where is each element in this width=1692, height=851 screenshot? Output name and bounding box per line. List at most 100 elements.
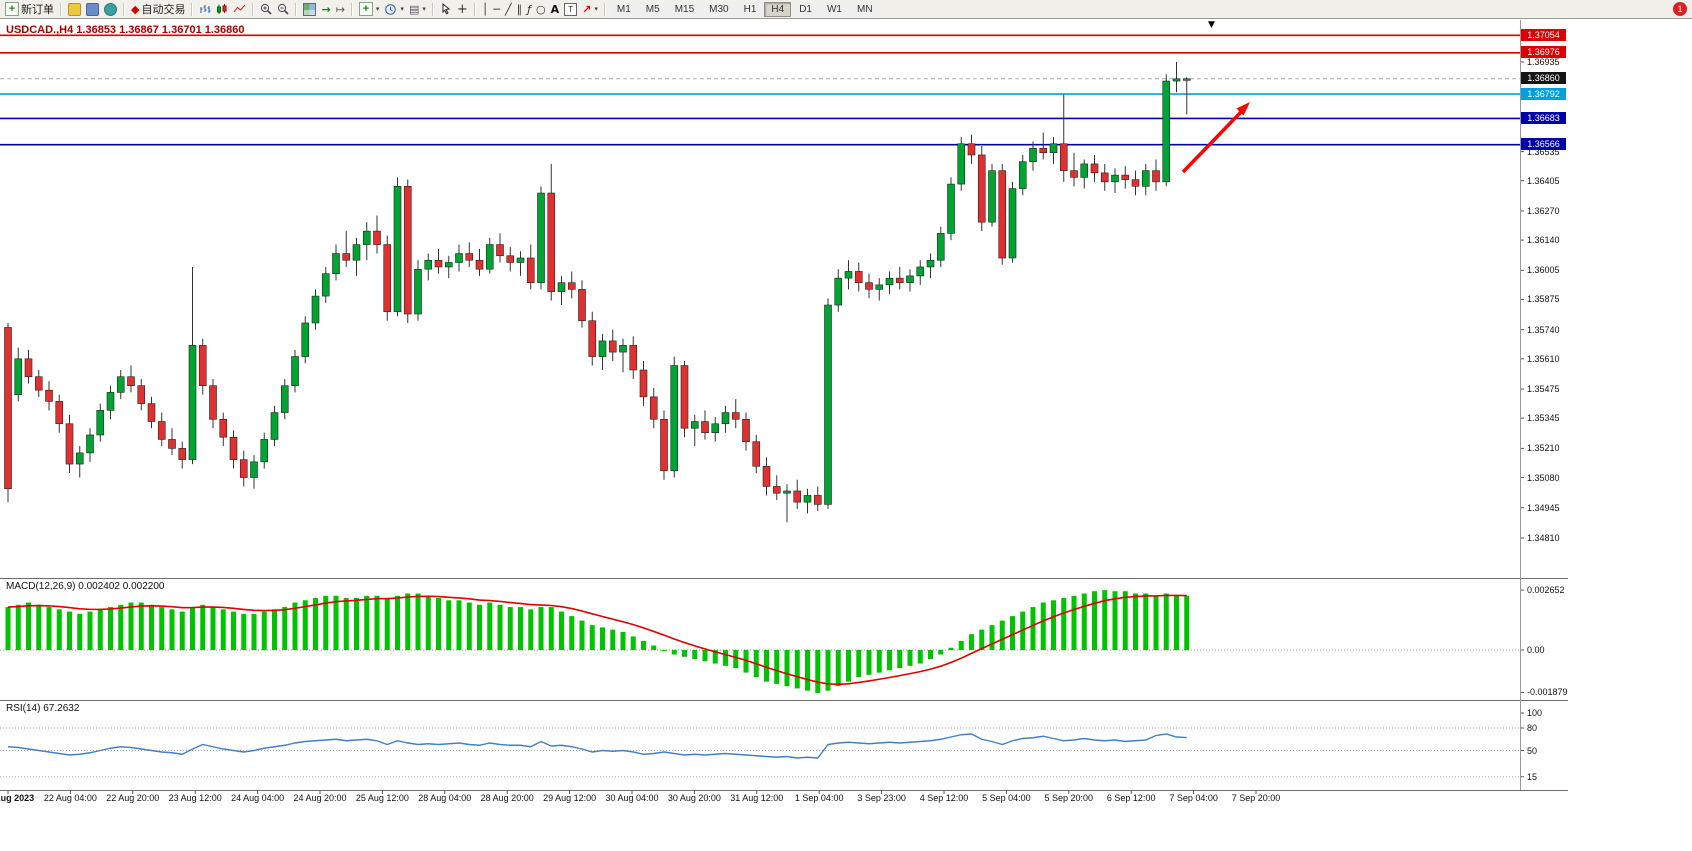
new-order-label: 新订单: [21, 4, 54, 16]
text-label-icon: T: [564, 2, 578, 16]
macd-label: MACD(12,26,9) 0.002402 0.002200: [6, 581, 164, 592]
timeframe-button-W1[interactable]: W1: [819, 1, 849, 17]
price-level-tag: 1.36976: [1521, 46, 1566, 59]
rsi-name: RSI(14): [6, 703, 41, 714]
chart-shift-button[interactable]: ↦: [334, 1, 347, 17]
new-order-button[interactable]: + 新订单: [3, 1, 56, 17]
chevron-down-icon: ▾: [400, 5, 404, 13]
timeframe-toolbar: M1 M5 M15 M30 H1 H4 D1 W1 MN: [609, 1, 880, 17]
price-tick-label: 1.34810: [1527, 533, 1560, 543]
shapes-icon: ○: [536, 2, 546, 16]
autotrading-button[interactable]: ◆ 自动交易: [129, 1, 187, 17]
vertical-line-icon: │: [481, 2, 489, 16]
metaeditor-button[interactable]: [66, 1, 83, 17]
time-axis-label: 5 Sep 20:00: [1044, 793, 1094, 803]
timeframe-button-M15[interactable]: M15: [667, 1, 702, 17]
toolbar: + 新订单 ◆ 自动交易 → ↦ + ▾ ▾ ▤ ▾ +: [0, 0, 1692, 19]
symbol-ohlc-header: USDCAD.,H4 1.36853 1.36867 1.36701 1.368…: [6, 24, 245, 36]
terminal-button[interactable]: [102, 1, 119, 17]
channel-button[interactable]: ∥: [515, 1, 525, 17]
new-chart-icon: +: [358, 2, 373, 16]
timeframe-button-H1[interactable]: H1: [736, 1, 764, 17]
price-tick-label: 1.35080: [1527, 472, 1560, 483]
chart-shift-icon: ↦: [335, 2, 345, 16]
macd-value-main: 0.002402: [78, 581, 120, 592]
periodicity-button[interactable]: ▾: [382, 1, 406, 17]
candlestick-chart-icon: [217, 4, 227, 14]
channel-icon: ∥: [516, 2, 523, 16]
rsi-value: 67.2632: [43, 703, 80, 714]
time-axis-label: 24 Aug 04:00: [231, 793, 285, 803]
price-level-tag: 1.36566: [1521, 138, 1566, 151]
tile-windows-button[interactable]: [301, 1, 318, 17]
timeframe-button-H4[interactable]: H4: [764, 1, 792, 17]
macd-panel[interactable]: [0, 580, 1520, 700]
line-chart-button[interactable]: [231, 1, 248, 17]
panel-separator[interactable]: [0, 578, 1568, 582]
price-axis[interactable]: [1520, 20, 1568, 790]
timeframe-button-MN[interactable]: MN: [849, 1, 880, 17]
toolbar-separator: [473, 2, 476, 16]
price-level-tag: 1.36792: [1521, 87, 1566, 100]
bar-chart-button[interactable]: [197, 1, 213, 17]
time-axis-label: 1 Sep 04:00: [794, 793, 844, 803]
timeframe-button-D1[interactable]: D1: [792, 1, 819, 17]
panel-separator[interactable]: [0, 790, 1568, 794]
toolbar-separator: [60, 2, 62, 16]
time-axis-label: 7 Sep 20:00: [1231, 793, 1281, 803]
time-axis-label: 5 Sep 04:00: [982, 793, 1031, 803]
horizontal-line-button[interactable]: ─: [491, 1, 502, 17]
shapes-button[interactable]: ○: [534, 1, 548, 17]
notification-badge[interactable]: 1: [1673, 2, 1687, 16]
timeframe-button-M30[interactable]: M30: [702, 1, 736, 17]
time-axis-label: 25 Aug 12:00: [355, 793, 409, 803]
price-level-tag: 1.36683: [1521, 111, 1566, 124]
text-label-button[interactable]: T: [562, 1, 579, 17]
price-tick-label: 1.36535: [1527, 146, 1560, 157]
time-axis-label: 21 Aug 2023: [0, 793, 35, 803]
tile-windows-icon: [303, 2, 317, 16]
auto-scroll-button[interactable]: →: [319, 1, 332, 17]
toolbar-separator: [431, 2, 434, 16]
bid-price-tag: 1.36860: [1521, 72, 1566, 85]
price-tick-label: 1.36005: [1527, 265, 1560, 276]
crosshair-button[interactable]: +: [455, 1, 470, 17]
toolbar-separator: [350, 2, 353, 16]
template-icon: ▤: [408, 2, 420, 16]
fibonacci-button[interactable]: ƒ: [525, 1, 533, 17]
trendline-button[interactable]: ╱: [503, 1, 514, 17]
chart-area[interactable]: [0, 20, 1520, 578]
rsi-axis-label: 50: [1527, 745, 1538, 756]
rsi-axis-label: 100: [1527, 708, 1543, 718]
rsi-panel[interactable]: [0, 702, 1520, 790]
timeframe-button-M1[interactable]: M1: [609, 1, 638, 17]
price-tick-label: 1.35875: [1527, 294, 1560, 305]
price-tick-label: 1.35210: [1527, 443, 1560, 454]
text-button[interactable]: A: [549, 1, 562, 17]
arrows-button[interactable]: ↗ ▾: [580, 1, 600, 17]
template-button[interactable]: ▤ ▾: [407, 1, 428, 17]
cursor-icon: [442, 3, 451, 15]
rsi-label: RSI(14) 67.2632: [6, 703, 79, 714]
autotrading-icon: ◆: [131, 2, 140, 16]
price-tick-label: 1.35345: [1527, 413, 1560, 424]
timeframe-button-M5[interactable]: M5: [638, 1, 667, 17]
time-axis-label: 31 Aug 12:00: [730, 793, 784, 803]
clock-icon: [385, 3, 397, 15]
price-tick-label: 1.36935: [1527, 57, 1560, 67]
toolbar-separator: [603, 2, 606, 16]
rsi-axis-label: 80: [1527, 723, 1538, 733]
panel-separator[interactable]: [0, 700, 1568, 704]
cursor-button[interactable]: [438, 1, 454, 17]
price-tick-label: 1.34945: [1527, 502, 1560, 513]
new-chart-button[interactable]: + ▾: [357, 1, 382, 17]
zoom-in-button[interactable]: [258, 1, 274, 17]
candlestick-chart-button[interactable]: [214, 1, 230, 17]
navigator-button[interactable]: [84, 1, 101, 17]
macd-axis-label: 0.002652: [1527, 585, 1565, 596]
zoom-out-button[interactable]: [275, 1, 291, 17]
price-tick-label: 1.36140: [1527, 235, 1560, 246]
macd-value-signal: 0.002200: [122, 581, 165, 592]
price-axis-border: [1520, 20, 1521, 790]
vertical-line-button[interactable]: │: [480, 1, 491, 17]
